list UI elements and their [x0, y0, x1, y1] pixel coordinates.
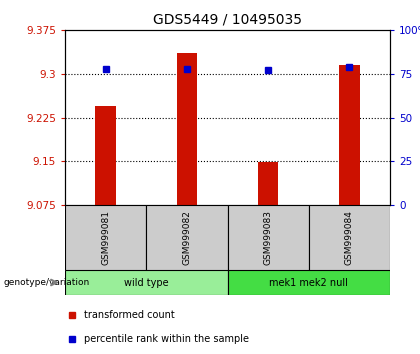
Text: GSM999084: GSM999084	[345, 210, 354, 265]
Bar	[65, 270, 228, 295]
Bar	[177, 53, 197, 205]
Text: GSM999081: GSM999081	[101, 210, 110, 265]
Text: GSM999082: GSM999082	[182, 210, 192, 265]
Bar	[309, 205, 390, 270]
Text: genotype/variation: genotype/variation	[3, 278, 89, 287]
Text: percentile rank within the sample: percentile rank within the sample	[84, 334, 249, 344]
Bar	[228, 205, 309, 270]
Text: GSM999083: GSM999083	[264, 210, 273, 265]
Title: GDS5449 / 10495035: GDS5449 / 10495035	[153, 12, 302, 26]
Bar	[339, 65, 360, 205]
Bar	[258, 162, 278, 205]
Bar	[228, 270, 390, 295]
Bar	[146, 205, 228, 270]
Text: transformed count: transformed count	[84, 310, 175, 320]
Text: mek1 mek2 null: mek1 mek2 null	[269, 278, 348, 287]
Text: wild type: wild type	[124, 278, 168, 287]
Bar	[95, 106, 116, 205]
Bar	[65, 205, 146, 270]
